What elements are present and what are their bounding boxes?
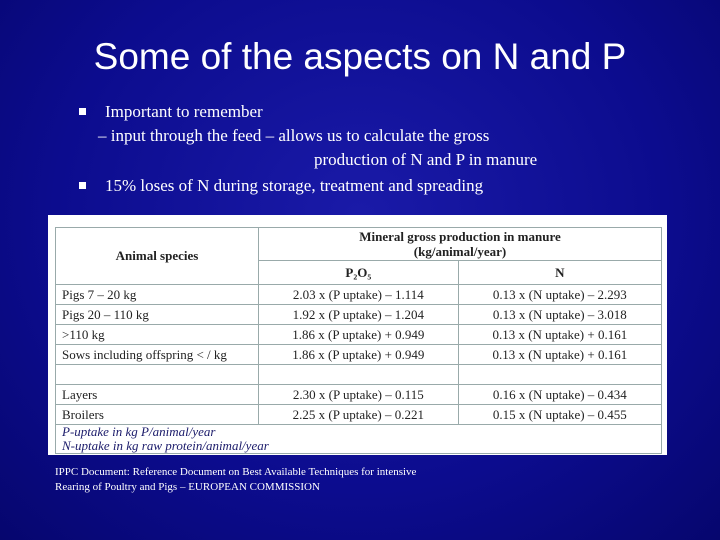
bullet-marker — [79, 182, 86, 189]
species-cell: >110 kg — [55, 324, 259, 345]
table: Animal species Mineral gross production … — [55, 227, 663, 454]
source-text: IPPC Document: Reference Document on Bes… — [55, 466, 417, 478]
species-cell: Layers — [55, 384, 259, 405]
empty-cell — [258, 364, 459, 385]
footnote: P-uptake in kg P/animal/year — [62, 424, 216, 439]
empty-cell — [55, 364, 259, 385]
table-row: Broilers 2.25 x (P uptake) – 0.221 0.15 x … — [55, 404, 663, 425]
formula-cell: 0.13 x (N uptake) – 3.018 — [457, 304, 663, 325]
species-cell: Sows including offspring < / kg — [55, 344, 259, 365]
header-text: Mineral gross production in manure — [359, 229, 561, 244]
formula-cell: 1.86 x (P uptake) + 0.949 — [258, 324, 459, 345]
bullet-text: production of N and P in manure — [314, 150, 538, 169]
bullet-text: – input through the feed – allows us to … — [98, 126, 490, 145]
slide-title: Some of the aspects on N and P — [93, 36, 627, 77]
header-cell: N — [457, 260, 663, 285]
footnote-cell: P-uptake in kg P/animal/year N-uptake in … — [55, 424, 662, 454]
formula-cell: 1.92 x (P uptake) – 1.204 — [258, 304, 459, 325]
table-row: Layers 2.30 x (P uptake) – 0.115 0.16 x (N… — [55, 384, 663, 405]
formula-cell: 0.13 x (N uptake) + 0.161 — [457, 324, 663, 345]
formula-cell: 0.15 x (N uptake) – 0.455 — [457, 404, 663, 425]
header-cell: Mineral gross production in manure (kg/an… — [258, 227, 662, 261]
formula-cell: 0.13 x (N uptake) + 0.161 — [457, 344, 663, 365]
table-row: Sows including offspring < / kg 1.86 x (P… — [55, 344, 663, 365]
header-cell: P₂O₅ — [258, 260, 459, 285]
bullet-text: 15% loses of N during storage, treatment… — [105, 176, 484, 195]
table-row: Pigs 7 – 20 kg 2.03 x (P uptake) – 1.114 0… — [55, 284, 663, 305]
header-text: (kg/animal/year) — [413, 244, 507, 259]
header-cell: Animal species — [55, 227, 259, 285]
formula-cell: 2.03 x (P uptake) – 1.114 — [258, 284, 459, 305]
formula-cell: 0.13 x (N uptake) – 2.293 — [457, 284, 663, 305]
table-image: Animal species Mineral gross production … — [48, 215, 667, 455]
source-text: Rearing of Poultry and Pigs – EUROPEAN C… — [55, 481, 320, 493]
empty-cell — [457, 364, 663, 385]
table-row: Pigs 20 – 110 kg 1.92 x (P uptake) – 1.20… — [55, 304, 663, 325]
formula-cell: 1.86 x (P uptake) + 0.949 — [258, 344, 459, 365]
formula-cell: 2.30 x (P uptake) – 0.115 — [258, 384, 459, 405]
formula-cell: 0.16 x (N uptake) – 0.434 — [457, 384, 663, 405]
table-row: >110 kg 1.86 x (P uptake) + 0.949 0.13 x (… — [55, 324, 663, 345]
species-cell: Pigs 7 – 20 kg — [55, 284, 259, 305]
footnote: N-uptake in kg raw protein/animal/year — [62, 438, 269, 453]
bullet-text: Important to remember — [105, 102, 263, 121]
formula-cell: 2.25 x (P uptake) – 0.221 — [258, 404, 459, 425]
species-cell: Broilers — [55, 404, 259, 425]
bullet-marker — [79, 108, 86, 115]
species-cell: Pigs 20 – 110 kg — [55, 304, 259, 325]
